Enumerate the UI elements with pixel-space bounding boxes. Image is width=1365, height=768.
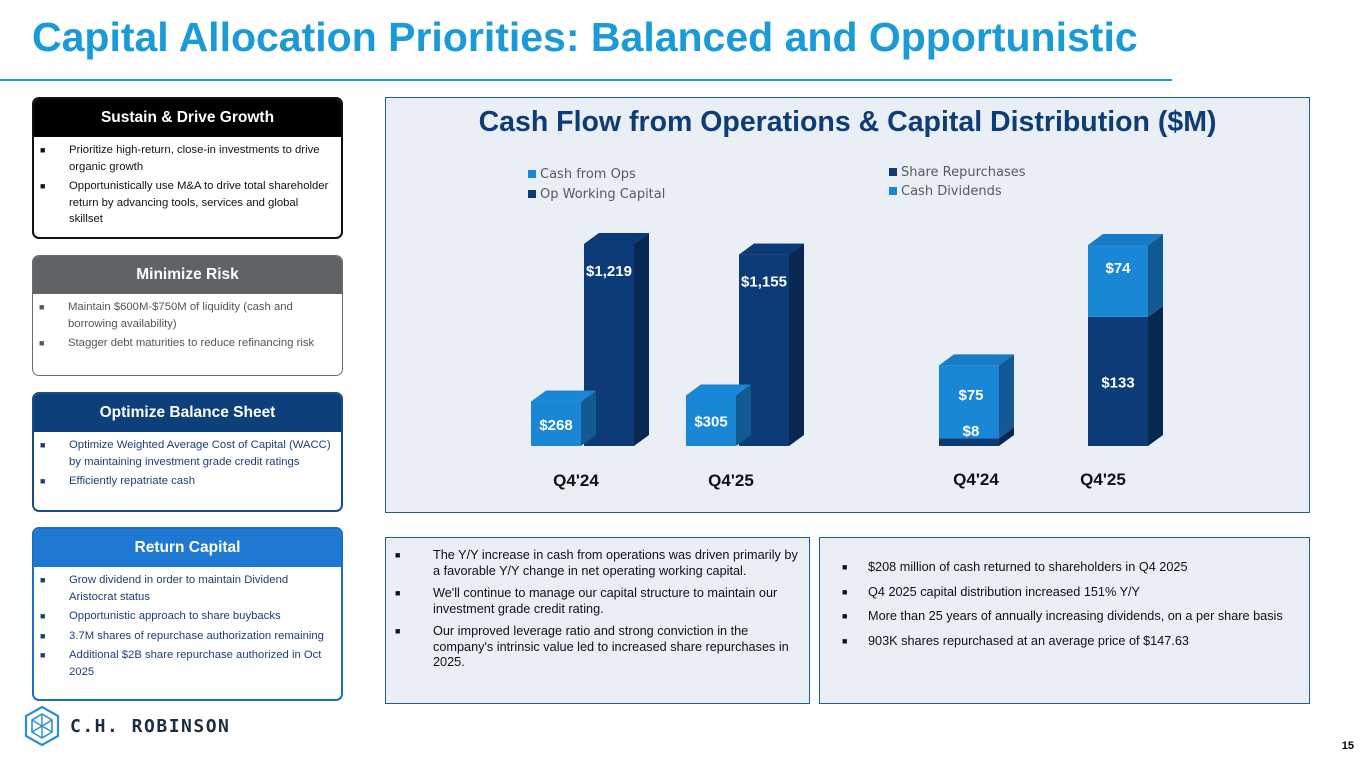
priority-bullet: ■ Maintain $600M-$750M of liquidity (cash… — [39, 301, 293, 330]
priority-box-risk: Minimize Risk ■ Maintain $600M-$750M of l… — [32, 255, 343, 376]
square-bullet-icon: ■ — [40, 650, 46, 660]
priority-box-balance-sheet: Optimize Balance Sheet ■ Optimize Weighte… — [32, 392, 343, 512]
bar-cash-from-ops-top-face — [686, 384, 751, 396]
data-label: $268 — [539, 417, 572, 434]
priority-bullet: ■ Prioritize high-return, close-in invest… — [40, 144, 320, 173]
priority-bullet: ■ Additional $2B share repurchase authori… — [40, 649, 322, 678]
bar-cash-from-ops-side — [581, 390, 596, 446]
priority-bullet: ■ Optimize Weighted Average Cost of Capit… — [40, 439, 331, 468]
commentary-bullet: ■ Q4 2025 capital distribution increased … — [842, 584, 1141, 599]
data-label: $8 — [963, 423, 980, 440]
legend-swatch — [889, 168, 897, 176]
square-bullet-icon: ■ — [40, 476, 46, 486]
square-bullet-icon: ■ — [40, 611, 46, 621]
bar-cash-from-ops-top-face — [531, 390, 596, 402]
commentary-box-left: ■ The Y/Y increase in cash from operation… — [385, 537, 810, 704]
data-label: $75 — [958, 387, 983, 404]
priority-box-return-capital: Return Capital ■ Grow dividend in order t… — [32, 527, 343, 701]
legend-label: Share Repurchases — [901, 165, 1026, 180]
legend-label: Cash from Ops — [540, 167, 636, 182]
commentary-box-right: ■ $208 million of cash returned to shareh… — [819, 537, 1310, 704]
commentary-bullet: ■ We'll continue to manage our capital st… — [395, 586, 778, 616]
square-bullet-icon: ■ — [395, 550, 401, 560]
priority-bullet: ■ 3.7M shares of repurchase authorization… — [40, 628, 333, 645]
data-label: $305 — [694, 414, 727, 431]
x-tick-label: Q4'24 — [553, 471, 599, 490]
legend-swatch — [528, 170, 536, 178]
square-bullet-icon: ■ — [40, 181, 46, 191]
bar-share-repurchases-side — [999, 427, 1014, 446]
logo-text: C.H. ROBINSON — [70, 715, 231, 737]
legend-swatch — [889, 187, 897, 195]
square-bullet-icon: ■ — [40, 575, 46, 585]
bar-op-working-capital-side — [634, 233, 649, 446]
square-bullet-icon: ■ — [39, 338, 45, 348]
bar-op-working-capital-top-face — [739, 243, 804, 255]
hexagon-cube-icon — [24, 706, 60, 746]
priority-bullet: ■ Stagger debt maturities to reduce refin… — [39, 335, 334, 352]
page-title: Capital Allocation Priorities: Balanced … — [32, 14, 1138, 60]
priority-heading: Minimize Risk — [33, 256, 342, 294]
bar-share-repurchases-side — [1148, 305, 1163, 446]
bar-cash-dividends-side — [1148, 234, 1163, 317]
priority-heading: Optimize Balance Sheet — [34, 394, 341, 432]
commentary-bullet: ■ More than 25 years of annually increasi… — [842, 609, 1283, 623]
bar-cash-dividends — [939, 365, 999, 439]
legend-label: Cash Dividends — [901, 184, 1002, 199]
square-bullet-icon: ■ — [842, 562, 848, 572]
bar-cash-dividends-top — [1088, 234, 1163, 245]
x-tick-label: Q4'25 — [1080, 470, 1126, 489]
data-label: $1,219 — [586, 263, 632, 280]
square-bullet-icon: ■ — [842, 635, 848, 646]
bar-op-working-capital-top-face — [584, 233, 649, 244]
square-bullet-icon: ■ — [395, 588, 401, 598]
title-divider — [0, 79, 1172, 81]
legend-swatch — [528, 190, 536, 198]
square-bullet-icon: ■ — [40, 630, 46, 641]
commentary-bullet: ■ Our improved leverage ratio and strong … — [395, 624, 789, 669]
square-bullet-icon: ■ — [842, 611, 848, 621]
chart-title: Cash Flow from Operations & Capital Dist… — [478, 106, 1217, 138]
bar-cash-from-ops — [531, 401, 581, 446]
priority-bullet: ■ Opportunistic approach to share buyback… — [40, 608, 333, 625]
priority-heading: Return Capital — [34, 529, 341, 567]
data-label: $133 — [1101, 374, 1134, 391]
data-label: $1,155 — [741, 274, 787, 291]
bar-op-working-capital-side — [789, 243, 804, 446]
bar-cash-from-ops — [686, 395, 736, 446]
x-tick-label: Q4'24 — [953, 470, 999, 489]
square-bullet-icon: ■ — [40, 440, 46, 450]
priority-bullet: ■ Grow dividend in order to maintain Divi… — [40, 574, 289, 603]
x-tick-label: Q4'25 — [708, 471, 754, 490]
commentary-bullet: ■ The Y/Y increase in cash from operation… — [395, 548, 798, 578]
bar-cash-dividends-side — [999, 354, 1014, 439]
square-bullet-icon: ■ — [842, 586, 848, 597]
legend-label: Op Working Capital — [540, 187, 665, 202]
priority-heading: Sustain & Drive Growth — [34, 99, 341, 137]
square-bullet-icon: ■ — [39, 302, 45, 312]
bar-share-repurchases — [1088, 316, 1148, 446]
priority-bullet: ■ Efficiently repatriate cash — [40, 473, 333, 490]
bar-cash-dividends-top — [939, 354, 1014, 366]
priority-bullet: ■ Opportunistically use M&A to drive tota… — [40, 180, 329, 225]
page-number: 15 — [1341, 740, 1354, 752]
square-bullet-icon: ■ — [395, 626, 401, 636]
company-logo: C.H. ROBINSON — [24, 706, 230, 746]
square-bullet-icon: ■ — [40, 145, 46, 155]
cash-flow-bar-chart: Cash from Ops Op Working Capital $268 $1,21… — [528, 165, 1163, 490]
bar-cash-from-ops-side — [736, 384, 751, 446]
data-label: $74 — [1105, 260, 1131, 277]
commentary-bullet: ■ $208 million of cash returned to shareh… — [842, 560, 1188, 574]
bar-cash-dividends — [1088, 245, 1148, 317]
bar-share-repurchases — [939, 438, 999, 446]
commentary-bullet: ■ 903K shares repurchased at an average p… — [842, 633, 1189, 648]
priority-box-growth: Sustain & Drive Growth ■ Prioritize high-… — [32, 97, 343, 239]
chart-panel: Cash Flow from Operations & Capital Dist… — [385, 97, 1310, 513]
